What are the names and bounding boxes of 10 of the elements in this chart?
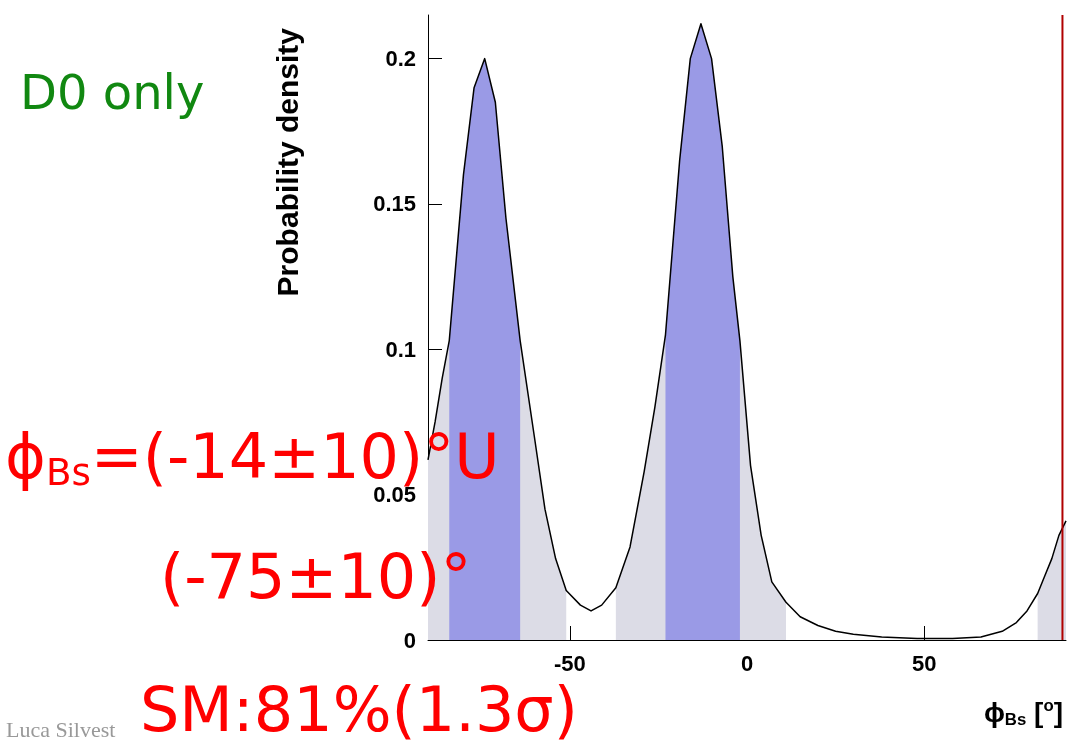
y-tick-label: 0.2 — [385, 46, 416, 72]
x-tick-label: 0 — [740, 650, 754, 676]
y-tick-label: 0 — [403, 627, 416, 653]
text: Luca Silvest — [6, 716, 116, 742]
annotation: (-75±10)° — [160, 539, 472, 613]
y-tick-label: 0.1 — [385, 336, 416, 362]
y-axis-title: Probability density — [270, 27, 304, 297]
x-tick-label: 50 — [911, 650, 937, 676]
text: D0 only — [20, 64, 205, 120]
y-tick-label: 0.15 — [373, 191, 416, 217]
